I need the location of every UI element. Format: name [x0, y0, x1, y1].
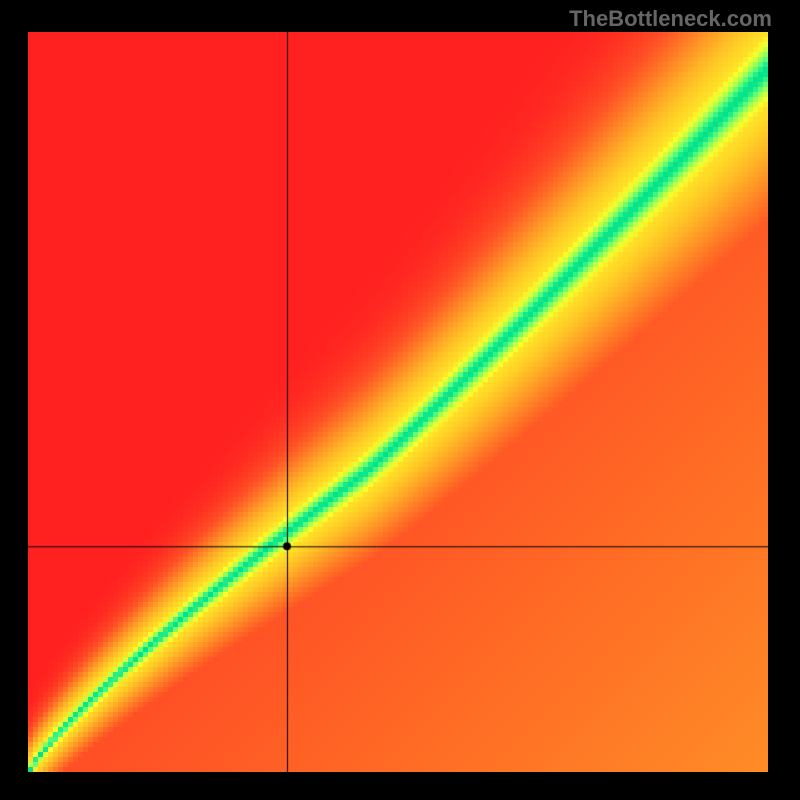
chart-container: TheBottleneck.com — [0, 0, 800, 800]
crosshair-overlay — [28, 32, 768, 772]
watermark-text: TheBottleneck.com — [569, 6, 772, 32]
